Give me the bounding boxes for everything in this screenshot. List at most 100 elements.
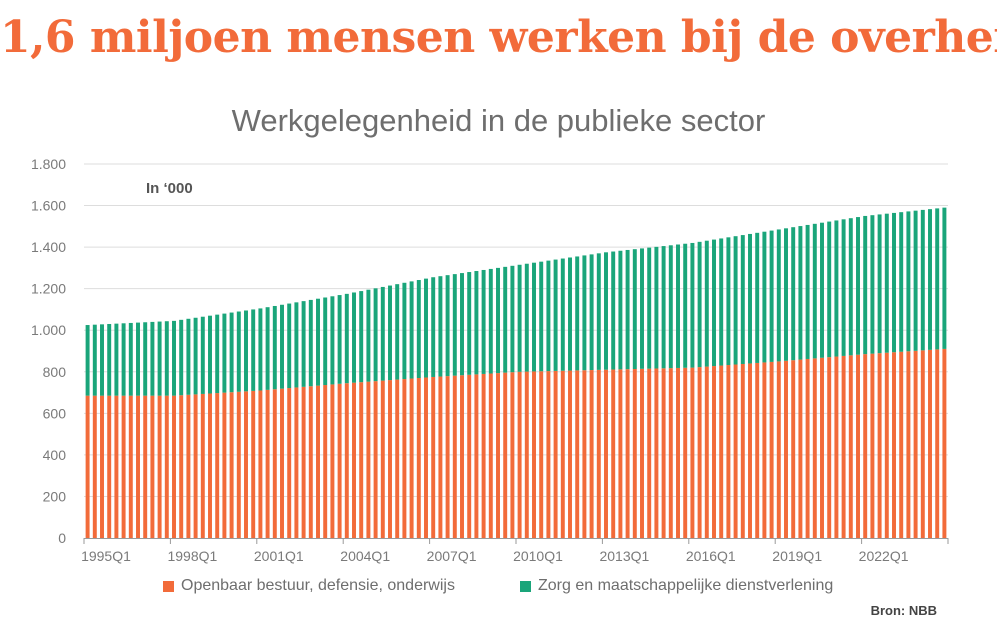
bar-public-admin — [100, 395, 104, 538]
bar-public-admin — [755, 362, 760, 538]
bar-public-admin — [287, 388, 292, 538]
bar-public-admin — [244, 391, 248, 538]
bar-care — [712, 239, 716, 367]
bar-care — [114, 323, 119, 396]
bar-public-admin — [308, 386, 313, 538]
bar-care — [611, 251, 616, 370]
bar-care — [568, 257, 572, 371]
bar-care — [618, 250, 623, 370]
legend-item-care: Zorg en maatschappelijke dienstverlening — [520, 577, 833, 595]
bar-care — [690, 242, 695, 368]
bar-care — [748, 233, 752, 364]
bar-care — [402, 282, 407, 380]
bar-care — [136, 322, 140, 396]
bar-care — [100, 324, 104, 396]
bar-public-admin — [812, 358, 817, 538]
bar-care — [733, 236, 738, 365]
bar-care — [575, 256, 580, 371]
bar-care — [467, 272, 472, 375]
y-axis: 0 200 400 600 800 1.000 1.200 1.400 1.600 1.800 — [31, 156, 66, 546]
legend-label-public-admin: Openbaar bestuur, defensie, onderwijs — [181, 577, 455, 594]
bar-care — [236, 311, 241, 392]
bar-public-admin — [323, 385, 328, 538]
bar-public-admin — [121, 395, 126, 538]
bar-care — [330, 296, 335, 385]
bar-public-admin — [164, 395, 169, 538]
bar-care — [726, 237, 731, 366]
bar-care — [942, 207, 947, 349]
bar-public-admin — [316, 385, 320, 538]
bar-care — [877, 214, 882, 354]
bar-care — [661, 246, 666, 369]
bar-care — [899, 212, 904, 352]
bar-public-admin — [841, 355, 846, 538]
bar-care — [769, 230, 774, 362]
bar-public-admin — [330, 384, 335, 538]
bar-care — [460, 273, 464, 376]
bar-public-admin — [668, 368, 673, 538]
bar-public-admin — [409, 378, 414, 538]
bar-care — [820, 222, 824, 358]
bar-public-admin — [589, 370, 594, 538]
bar-care — [388, 285, 392, 381]
bar-public-admin — [776, 361, 781, 538]
bar-public-admin — [539, 371, 544, 538]
bar-public-admin — [352, 382, 356, 538]
bar-care — [640, 248, 644, 369]
bar-care — [222, 313, 227, 393]
bar-public-admin — [546, 371, 551, 538]
bar-public-admin — [618, 369, 623, 538]
y-tick-label: 1.800 — [31, 156, 66, 172]
bar-care — [128, 322, 133, 396]
legend-swatch-care — [520, 580, 531, 592]
bar-public-admin — [719, 365, 724, 538]
bar-public-admin — [344, 383, 349, 538]
bar-public-admin — [460, 375, 464, 538]
bar-care — [431, 277, 436, 377]
bar-care — [517, 264, 522, 372]
bar-public-admin — [942, 348, 947, 538]
source-note: Bron: NBB — [870, 603, 937, 618]
bar-public-admin — [769, 361, 774, 538]
bar-public-admin — [517, 371, 522, 538]
bar-public-admin — [611, 369, 616, 538]
bar-public-admin — [625, 369, 630, 538]
y-tick-label: 400 — [43, 447, 67, 463]
bar-care — [856, 217, 860, 355]
bar-public-admin — [431, 376, 436, 538]
x-tick-label: 2016Q1 — [686, 548, 736, 564]
y-tick-label: 800 — [43, 364, 67, 380]
bar-public-admin — [913, 350, 918, 538]
bar-care — [294, 302, 299, 388]
bar-care — [697, 241, 702, 368]
bars — [85, 207, 947, 539]
y-tick-label: 1.000 — [31, 322, 66, 338]
bar-public-admin — [884, 352, 889, 538]
bar-public-admin — [762, 362, 767, 538]
bar-public-admin — [229, 392, 234, 538]
bar-care — [85, 325, 90, 396]
bar-public-admin — [654, 368, 659, 538]
bar-care — [834, 220, 839, 357]
bar-care — [546, 260, 551, 372]
x-tick-label: 1995Q1 — [81, 548, 131, 564]
legend-item-public-admin: Openbaar bestuur, defensie, onderwijs — [163, 577, 455, 595]
bar-public-admin — [114, 395, 119, 538]
bar-care — [157, 321, 162, 396]
bar-care — [229, 312, 234, 393]
bar-public-admin — [380, 380, 385, 538]
bar-public-admin — [150, 395, 155, 538]
x-tick-label: 2013Q1 — [599, 548, 649, 564]
x-tick-label: 2004Q1 — [340, 548, 390, 564]
bar-care — [841, 219, 846, 356]
bar-care — [928, 209, 932, 350]
x-tick-label: 2019Q1 — [772, 548, 822, 564]
bar-care — [179, 319, 184, 396]
bar-care — [625, 249, 630, 370]
bar-public-admin — [856, 354, 860, 538]
bar-public-admin — [740, 363, 745, 538]
bar-public-admin — [92, 395, 97, 538]
bar-care — [539, 261, 544, 372]
bar-public-admin — [877, 353, 882, 538]
